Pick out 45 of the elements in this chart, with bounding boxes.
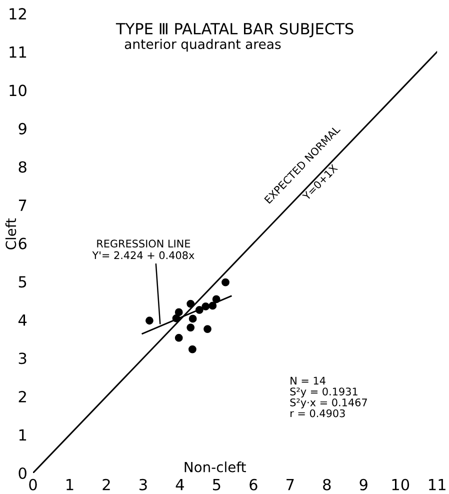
x-tick-label: 1: [66, 479, 74, 490]
y-tick-label: 6: [18, 238, 26, 250]
text: anterior quadrant areas: [124, 38, 281, 52]
y-axis-title: Cleft: [5, 218, 16, 250]
x-tick-label: 4: [176, 479, 184, 490]
x-tick-label: 6: [250, 478, 258, 490]
y-tick-label: 3: [18, 352, 26, 364]
point: [204, 325, 212, 334]
y-tick-label: 9: [18, 122, 26, 134]
y-tick-label: 1: [19, 429, 26, 441]
point: [195, 306, 204, 314]
annotation: N = 14 S²y = 0.1931 S²y·x = 0.1467 r = 0.4903: [290, 376, 367, 418]
y-tick-label: 4: [18, 314, 27, 326]
text: TYPE Ⅲ PALATAL BAR SUBJECTS: [116, 22, 354, 38]
point: [172, 314, 180, 322]
y-tick-label: 2: [18, 390, 26, 402]
x-tick-label: 0: [29, 478, 37, 490]
y-tick-label: 11: [10, 46, 26, 58]
y-tick-label: 5: [18, 276, 26, 288]
y-tick-label: 12: [10, 8, 26, 20]
point: [188, 345, 196, 354]
point: [174, 334, 183, 342]
y-tick-label: 7: [18, 200, 26, 211]
point: [186, 300, 195, 308]
point: [202, 302, 210, 310]
x-tick-label: 3: [140, 478, 147, 490]
point: [208, 302, 217, 310]
point: [222, 278, 230, 286]
x-tick-label: 9: [360, 478, 368, 490]
x-axis-title: Non-cleft: [184, 462, 246, 472]
point: [212, 295, 220, 304]
x-tick-label: 5: [213, 479, 220, 490]
point: [146, 316, 154, 325]
y-tick-label: 0: [18, 467, 26, 480]
x-tick-label: 8: [323, 478, 331, 490]
annotation: REGRESSION LINE Y'= 2.424 + 0.408x: [92, 240, 194, 260]
y-tick-label: 8: [18, 161, 26, 173]
x-tick-label: 7: [286, 479, 294, 490]
x-tick-label: 10: [392, 478, 410, 490]
x-tick-label: 11: [429, 479, 446, 490]
point: [188, 314, 197, 323]
point: [174, 308, 183, 316]
y-tick-label: 10: [10, 84, 26, 96]
point: [186, 324, 195, 332]
x-tick-label: 2: [102, 478, 110, 490]
